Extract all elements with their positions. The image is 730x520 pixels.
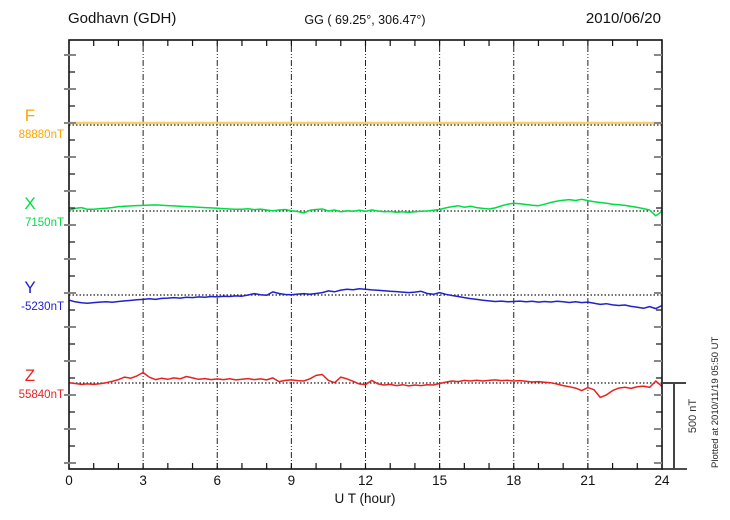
station-name: Godhavn (GDH) — [68, 10, 177, 27]
svg-text:12: 12 — [358, 473, 373, 488]
svg-text:0: 0 — [65, 473, 73, 488]
component-value-z: 55840nT — [18, 389, 64, 401]
component-label-f: F — [24, 106, 36, 125]
component-value-f: 88880nT — [18, 129, 64, 141]
svg-text:18: 18 — [506, 473, 521, 488]
component-label-x: X — [24, 194, 36, 213]
svg-text:24: 24 — [654, 473, 670, 488]
plot-date: 2010/06/20 — [585, 10, 661, 27]
component-value-y: -5230nT — [21, 301, 64, 313]
component-label-y: Y — [24, 278, 36, 297]
x-axis-title: U T (hour) — [334, 491, 396, 506]
svg-text:6: 6 — [213, 473, 221, 488]
station-coordinates: GG ( 69.25°, 306.47°) — [304, 13, 426, 27]
svg-text:21: 21 — [580, 473, 595, 488]
plotted-at-note: Plotted at 2010/11/19 05:50 UT — [710, 336, 721, 468]
component-value-x: 7150nT — [24, 217, 64, 229]
svg-text:15: 15 — [432, 473, 447, 488]
scale-bar-label: 500 nT — [687, 398, 699, 434]
svg-text:3: 3 — [139, 473, 147, 488]
component-label-z: Z — [24, 366, 36, 385]
svg-text:9: 9 — [288, 473, 296, 488]
